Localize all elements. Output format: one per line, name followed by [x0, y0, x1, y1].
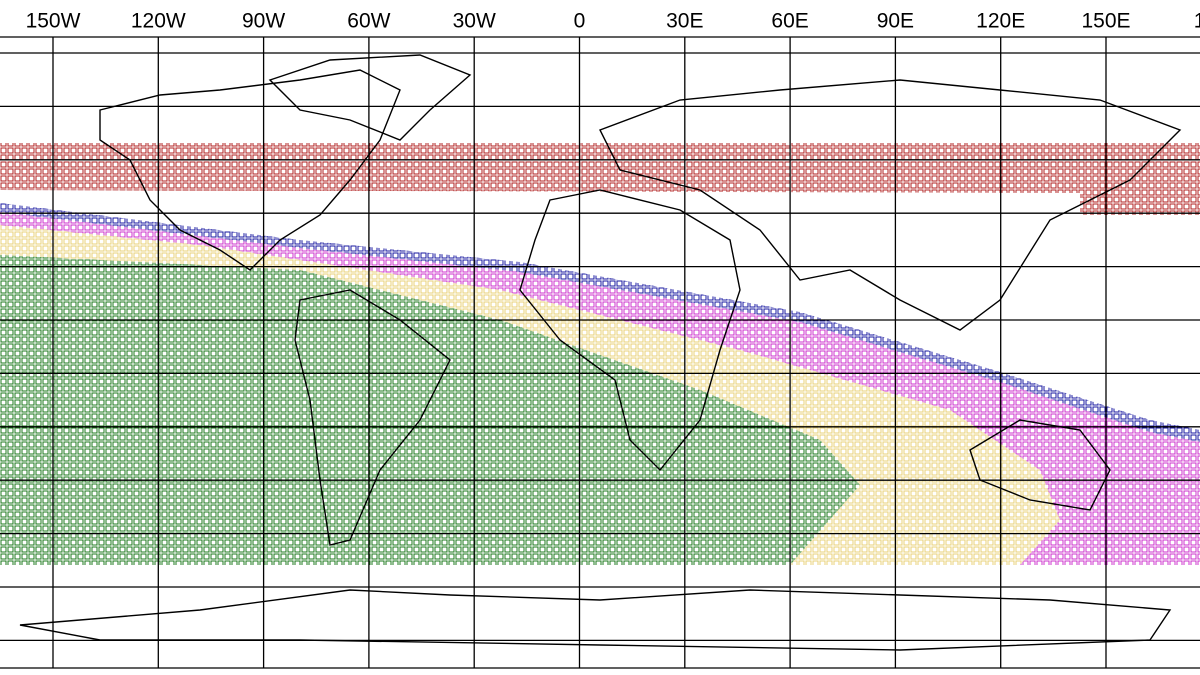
longitude-label: 30W — [453, 10, 496, 33]
longitude-label: 60W — [347, 10, 390, 33]
longitude-label: 30E — [666, 10, 703, 33]
longitude-label: 0 — [574, 10, 586, 33]
graticule — [0, 36, 1200, 669]
longitude-label: 90W — [242, 10, 285, 33]
longitude-label: 180 — [1194, 10, 1200, 33]
longitude-label: 120W — [131, 10, 186, 33]
longitude-label: 150W — [26, 10, 81, 33]
band-red — [0, 143, 1200, 215]
band-green — [0, 255, 860, 565]
longitude-label: 120E — [976, 10, 1025, 33]
longitude-labels: 150W 120W 90W 60W 30W 0 30E 60E 90E 120E 150E 180 — [26, 10, 1200, 33]
longitude-label: 90E — [877, 10, 914, 33]
longitude-label: 60E — [771, 10, 808, 33]
longitude-label: 150E — [1081, 10, 1130, 33]
coastlines — [19, 54, 1182, 651]
